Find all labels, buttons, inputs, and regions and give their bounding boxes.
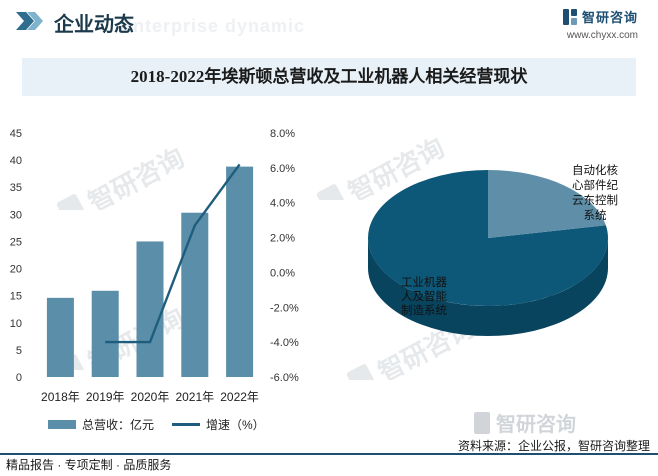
pie-label-minor: 云东控制 bbox=[572, 193, 618, 207]
legend-line-label: 增速（%） bbox=[206, 418, 265, 432]
y-right-tick-label: -2.0% bbox=[270, 302, 299, 314]
y-left-tick-label: 15 bbox=[10, 291, 22, 303]
section-title: 企业动态 bbox=[54, 14, 134, 36]
y-right-tick-label: 6.0% bbox=[270, 163, 295, 175]
watermark-1: 智研咨询 bbox=[56, 142, 189, 210]
footer-watermark-text: 智研咨询 bbox=[496, 412, 576, 436]
pie-label-minor: 自动化核 bbox=[572, 163, 618, 177]
growth-line bbox=[105, 163, 241, 344]
x-tick-label: 2018年 bbox=[41, 390, 80, 404]
y-left-tick-label: 40 bbox=[10, 155, 22, 167]
x-tick-label: 2021年 bbox=[175, 390, 214, 404]
x-tick-label: 2019年 bbox=[86, 390, 125, 404]
y-left-tick-label: 35 bbox=[10, 182, 22, 194]
y-right-tick-label: -6.0% bbox=[270, 372, 299, 384]
pie-label-main: 制造系统 bbox=[401, 303, 447, 317]
legend-bar-label: 总营收：亿元 bbox=[82, 418, 155, 432]
y-left-tick-label: 0 bbox=[16, 372, 22, 384]
chart-title: 2018-2022年埃斯顿总营收及工业机器人相关经营现状 bbox=[130, 67, 528, 86]
bar bbox=[136, 241, 164, 377]
header-background-text: Enterprise dynamic bbox=[120, 16, 306, 36]
pie-slice-minor bbox=[488, 170, 606, 238]
x-tick-label: 2020年 bbox=[131, 390, 170, 404]
y-left-tick-label: 5 bbox=[16, 345, 22, 357]
y-left-tick-label: 10 bbox=[10, 318, 22, 330]
brand-logo-icon bbox=[562, 8, 577, 25]
y-right-tick-label: 2.0% bbox=[270, 233, 295, 245]
y-left-tick-label: 25 bbox=[10, 236, 22, 248]
bar bbox=[226, 166, 254, 377]
y-right-tick-label: 8.0% bbox=[270, 128, 295, 140]
y-left-tick-label: 20 bbox=[10, 264, 22, 276]
y-left-tick-label: 30 bbox=[10, 209, 22, 221]
bar bbox=[46, 297, 74, 377]
brand-name: 智研咨询 bbox=[581, 10, 638, 25]
title-band bbox=[22, 58, 636, 96]
header-chevron-icon bbox=[16, 12, 43, 30]
combo-chart: 0 5 10 15 20 25 30 35 40 45 -6.0% -4.0% -2.0% 0.0% 2.0… bbox=[10, 128, 299, 404]
pie-label-minor: 心部件纪 bbox=[572, 178, 618, 192]
legend-line-swatch bbox=[172, 423, 200, 426]
brand[interactable]: 智研咨询 bbox=[562, 7, 638, 26]
pie-label-minor: 系统 bbox=[584, 209, 607, 222]
bar bbox=[181, 212, 209, 377]
x-tick-label: 2022年 bbox=[220, 390, 259, 404]
legend-bar-series: 总营收：亿元 bbox=[48, 416, 154, 433]
brand-url[interactable]: www.chyxx.com bbox=[566, 30, 638, 41]
pie-label-main: 工业机器 bbox=[401, 275, 447, 289]
y-right-tick-label: 0.0% bbox=[270, 267, 295, 279]
legend-bar-swatch bbox=[48, 420, 76, 429]
footer-tags: 精品报告 · 专项定制 · 品质服务 bbox=[6, 458, 172, 472]
y-right-tick-label: -4.0% bbox=[270, 337, 299, 349]
bar bbox=[91, 290, 119, 377]
pie-side-wall bbox=[368, 238, 608, 336]
footer-rule bbox=[0, 453, 658, 455]
legend-line-series: 增速（%） bbox=[172, 416, 265, 433]
y-right-tick-label: 4.0% bbox=[270, 198, 295, 210]
pie-label-main: 人及智能 bbox=[401, 289, 447, 303]
source-note: 资料来源：企业公报，智研咨询整理 bbox=[457, 439, 650, 453]
y-left-tick-label: 45 bbox=[10, 128, 22, 140]
footer-watermark: 智研咨询 bbox=[474, 412, 576, 436]
